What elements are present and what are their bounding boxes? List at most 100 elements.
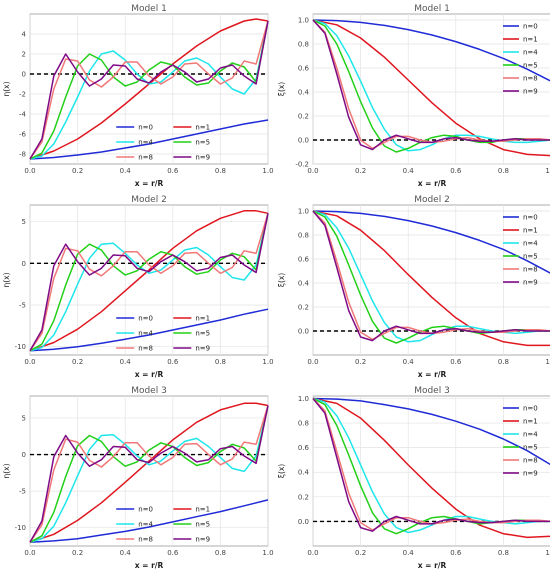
y-tick-label: 0.0	[298, 518, 309, 526]
series-line-n=1	[312, 19, 550, 157]
y-tick-label: 0.6	[298, 65, 310, 73]
legend-label: n=8	[138, 345, 153, 353]
chart-svg: 0.0 0.2 0.4 0.6 0.8 1.0 -8 -6 -4 -2 0 2 4 Model 1 x = …	[2, 4, 274, 188]
y-tick-label: -0.2	[295, 161, 309, 169]
legend-label: n=5	[523, 253, 538, 261]
y-tick-label: -6	[19, 131, 27, 139]
x-tick-label: 1.0	[545, 549, 550, 557]
y-tick-label: 0.2	[298, 493, 309, 501]
legend-label: n=8	[523, 266, 538, 274]
chart-title: Model 2	[414, 195, 450, 205]
series-line-n=4	[29, 20, 269, 160]
x-tick-label: 0.2	[355, 167, 366, 175]
x-tick-label: 0.4	[403, 549, 415, 557]
x-tick-label: 0.0	[307, 358, 318, 366]
chart-title: Model 1	[414, 4, 450, 14]
series-line-n=9	[29, 405, 269, 543]
legend-label: n=9	[195, 345, 210, 353]
x-tick-label: 1.0	[545, 167, 550, 175]
legend-label: n=9	[523, 470, 538, 478]
chart-svg: 0.00.20.40.60.81.0-0.20.00.20.40.60.81.0…	[277, 4, 550, 188]
y-tick-label: -5	[19, 488, 26, 496]
x-tick-label: 0.4	[120, 549, 132, 557]
x-tick-label: 0.4	[120, 167, 132, 175]
y-tick-label: 0	[22, 71, 26, 79]
x-tick-label: 0.8	[215, 549, 226, 557]
legend-label: n=0	[138, 315, 153, 323]
x-tick-label: 0.0	[24, 167, 35, 175]
x-tick-label: 0.6	[450, 167, 462, 175]
panel-model3-eta: 0.0 0.2 0.4 0.6 0.8 1.0 -10 -5 0 5 Model 3 x = r/R η…	[0, 382, 275, 573]
series-line-n=9	[312, 398, 550, 532]
legend-label: n=9	[523, 88, 538, 96]
legend-label: n=0	[523, 214, 538, 222]
y-tick-label: -5	[19, 302, 26, 310]
panel-model2-eta: 0.0 0.2 0.4 0.6 0.8 1.0 -10 -5 0 5 Model 2 x = r/R η…	[0, 191, 275, 382]
legend-label: n=4	[523, 431, 538, 439]
y-tick-label: 1.0	[298, 208, 309, 216]
plot-frame	[312, 13, 550, 165]
legend-label: n=8	[523, 75, 538, 83]
x-tick-label: 0.6	[167, 167, 179, 175]
y-tick-label: 1.0	[298, 395, 309, 403]
y-tick-label: 0.6	[298, 444, 310, 452]
y-tick-label: 5	[22, 218, 26, 226]
y-tick-label: 0	[22, 451, 26, 459]
x-tick-label: 0.2	[72, 167, 83, 175]
legend-label: n=1	[523, 418, 538, 426]
x-tick-label: 0.8	[498, 167, 509, 175]
x-tick-label: 1.0	[262, 167, 273, 175]
chart-title: Model 1	[131, 4, 167, 14]
y-tick-label: 0.0	[298, 137, 309, 145]
series-line-n=0	[29, 308, 269, 352]
panel-model1-eta: 0.0 0.2 0.4 0.6 0.8 1.0 -8 -6 -4 -2 0 2 4 Model 1 x = …	[0, 0, 275, 191]
y-axis-label: ξ(x)	[277, 273, 286, 288]
y-axis-label: η(x)	[2, 463, 11, 478]
x-axis-label: x = r/R	[135, 179, 164, 188]
legend-label: n=0	[523, 23, 538, 31]
y-tick-label: 0.4	[298, 280, 310, 288]
legend-label: n=4	[138, 521, 153, 529]
y-tick-label: 0.0	[298, 328, 309, 336]
x-tick-label: 0.8	[215, 167, 226, 175]
y-tick-label: 0.4	[298, 469, 310, 477]
chart-title: Model 3	[131, 386, 167, 396]
x-tick-label: 1.0	[262, 358, 273, 366]
y-tick-label: 0.2	[298, 304, 309, 312]
series-line-n=0	[29, 119, 269, 160]
x-tick-label: 0.8	[498, 549, 509, 557]
series-line-n=1	[29, 402, 269, 544]
x-axis-label: x = r/R	[418, 370, 447, 379]
series-line-n=9	[29, 213, 269, 352]
panel-model1-xi: 0.00.20.40.60.81.0-0.20.00.20.40.60.81.0…	[275, 0, 550, 191]
y-tick-label: 2	[22, 51, 26, 59]
series-line-n=9	[312, 19, 550, 151]
legend-label: n=1	[195, 315, 210, 323]
y-tick-label: -10	[15, 524, 26, 532]
y-tick-label: 0.6	[298, 256, 310, 264]
plot-frame	[312, 204, 550, 356]
x-tick-label: 0.0	[24, 549, 35, 557]
chart-title: Model 2	[131, 195, 167, 205]
x-tick-label: 0.0	[24, 358, 35, 366]
y-tick-label: 0.8	[298, 232, 309, 240]
y-tick-label: -2	[19, 91, 26, 99]
y-axis-label: η(x)	[2, 81, 11, 96]
x-tick-label: 0.6	[167, 358, 179, 366]
legend-label: n=9	[195, 536, 210, 544]
y-tick-label: 0	[22, 260, 26, 268]
x-tick-label: 0.4	[120, 358, 132, 366]
series-line-n=0	[312, 397, 550, 466]
legend-label: n=9	[195, 154, 210, 162]
legend-label: n=8	[138, 154, 153, 162]
legend-label: n=5	[523, 444, 538, 452]
legend-label: n=8	[138, 536, 153, 544]
series-line-n=0	[312, 19, 550, 82]
y-tick-label: 0.4	[298, 89, 310, 97]
x-tick-label: 0.2	[72, 549, 83, 557]
legend-label: n=8	[523, 457, 538, 465]
x-tick-label: 0.4	[403, 358, 415, 366]
series-line-n=4	[312, 19, 550, 152]
plot-frame	[29, 13, 269, 165]
x-tick-label: 0.0	[307, 167, 318, 175]
